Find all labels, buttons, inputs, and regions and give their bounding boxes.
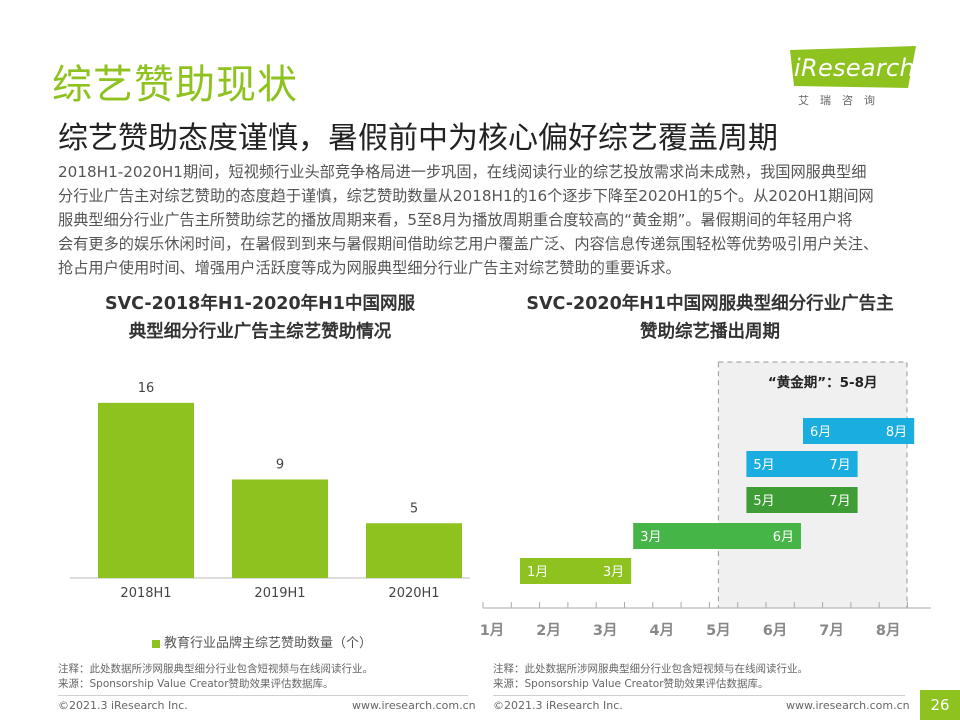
bar	[232, 479, 328, 578]
bar-chart-legend: 教育行业品牌主综艺赞助数量（个）	[152, 632, 372, 651]
page-subtitle: 综艺赞助态度谨慎，暑假前中为核心偏好综艺覆盖周期	[58, 121, 778, 156]
gantt-bar-start-label: 1月	[527, 565, 548, 580]
gantt-bar-end-label: 7月	[829, 494, 850, 509]
logo-text: iResearch	[794, 54, 916, 82]
gantt-bar-start-label: 6月	[810, 425, 831, 440]
copyright: ©2021.3 iResearch Inc.	[493, 699, 623, 712]
bar-value-label: 16	[138, 381, 155, 396]
gantt-bar	[803, 418, 915, 444]
gantt-bar-start-label: 3月	[640, 530, 661, 545]
intro-line: 2018H1-2020H1期间，短视频行业头部竞争格局进一步巩固，在线阅读行业的…	[58, 163, 867, 181]
golden-period-label: “黄金期”：5-8月	[768, 374, 878, 391]
x-tick-label: 8月	[876, 622, 901, 639]
right-note: 注释：此处数据所涉网服典型细分行业包含短视频与在线阅读行业。 来源：Sponso…	[493, 662, 808, 692]
bar-value-label: 9	[276, 457, 284, 472]
legend-swatch	[152, 639, 160, 648]
x-tick-label: 2019H1	[254, 586, 305, 601]
x-tick-label: 5月	[706, 622, 731, 639]
bar-chart-title-line: 典型细分行业广告主综艺赞助情况	[128, 322, 392, 342]
bar-chart: 16 2018H1 9 2019H1 5 2020H1	[70, 381, 470, 601]
website-link[interactable]: www.iresearch.com.cn	[352, 699, 476, 712]
bar-chart-title-line: SVC-2018年H1-2020年H1中国网服	[105, 294, 415, 314]
gantt-bar-start-label: 5月	[753, 458, 774, 473]
gantt-bar-end-label: 8月	[886, 425, 907, 440]
note-line: 注释：此处数据所涉网服典型细分行业包含短视频与在线阅读行业。	[493, 663, 808, 675]
intro-line: 服典型细分行业广告主所赞助综艺的播放周期来看，5至8月为播放周期重合度较高的“黄…	[58, 211, 853, 229]
website-link[interactable]: www.iresearch.com.cn	[786, 699, 910, 712]
left-note: 注释：此处数据所涉网服典型细分行业包含短视频与在线阅读行业。 来源：Sponso…	[58, 662, 373, 692]
x-tick-label: 2020H1	[388, 586, 439, 601]
gantt-chart-title-line: SVC-2020年H1中国网服典型细分行业广告主	[526, 294, 894, 314]
x-tick-label: 2月	[536, 622, 561, 639]
intro-line: 会有更多的娱乐休闲时间，在暑假到到来与暑假期间借助综艺用户覆盖广泛、内容信息传递…	[58, 235, 879, 253]
x-tick-label: 7月	[819, 622, 844, 639]
footer-divider	[493, 695, 905, 696]
source-line: 来源：Sponsorship Value Creator赞助效果评估数据库。	[493, 678, 769, 690]
bar-value-label: 5	[410, 501, 418, 516]
x-tick-label: 1月	[480, 622, 505, 639]
gantt-chart: “黄金期”：5-8月 1月 3月 3月 6月 5月 7月 5月 7月 6月 8月 1月 2月 3月 4月 5月…	[480, 361, 931, 639]
bar-chart-title: SVC-2018年H1-2020年H1中国网服 典型细分行业广告主综艺赞助情况	[60, 290, 460, 346]
footer-divider	[58, 695, 468, 696]
gantt-bar	[633, 523, 801, 549]
gantt-bar-end-label: 3月	[603, 565, 624, 580]
x-tick-label: 3月	[593, 622, 618, 639]
x-tick-label: 2018H1	[120, 586, 171, 601]
intro-paragraph: 2018H1-2020H1期间，短视频行业头部竞争格局进一步巩固，在线阅读行业的…	[58, 160, 930, 280]
x-tick-label: 6月	[763, 622, 788, 639]
source-line: 来源：Sponsorship Value Creator赞助效果评估数据库。	[58, 678, 334, 690]
gantt-bar	[520, 558, 632, 584]
gantt-bar-end-label: 6月	[773, 530, 794, 545]
copyright: ©2021.3 iResearch Inc.	[58, 699, 188, 712]
iresearch-logo: iResearch 艾瑞咨询	[790, 46, 920, 107]
gantt-bar-start-label: 5月	[753, 494, 774, 509]
gantt-chart-title-line: 赞助综艺播出周期	[640, 322, 780, 342]
intro-line: 抢占用户使用时间、增强用户活跃度等成为网服典型细分行业广告主对综艺赞助的重要诉求…	[58, 259, 681, 277]
golden-period-highlight	[717, 361, 908, 609]
gantt-chart-title: SVC-2020年H1中国网服典型细分行业广告主 赞助综艺播出周期	[480, 290, 940, 346]
note-line: 注释：此处数据所涉网服典型细分行业包含短视频与在线阅读行业。	[58, 663, 373, 675]
intro-line: 分行业广告主对综艺赞助的态度趋于谨慎，综艺赞助数量从2018H1的16个逐步下降…	[58, 187, 874, 205]
gantt-bar	[746, 451, 858, 477]
x-tick-label: 4月	[650, 622, 675, 639]
logo-subtext: 艾瑞咨询	[798, 94, 886, 107]
page-number: 26	[920, 690, 960, 720]
logo-background	[790, 46, 916, 88]
legend-label: 教育行业品牌主综艺赞助数量（个）	[164, 636, 373, 651]
bar	[366, 523, 462, 578]
gantt-bar	[746, 487, 858, 513]
gantt-bar-end-label: 7月	[829, 458, 850, 473]
bar	[98, 402, 194, 578]
page-title: 综艺赞助现状	[52, 62, 298, 108]
